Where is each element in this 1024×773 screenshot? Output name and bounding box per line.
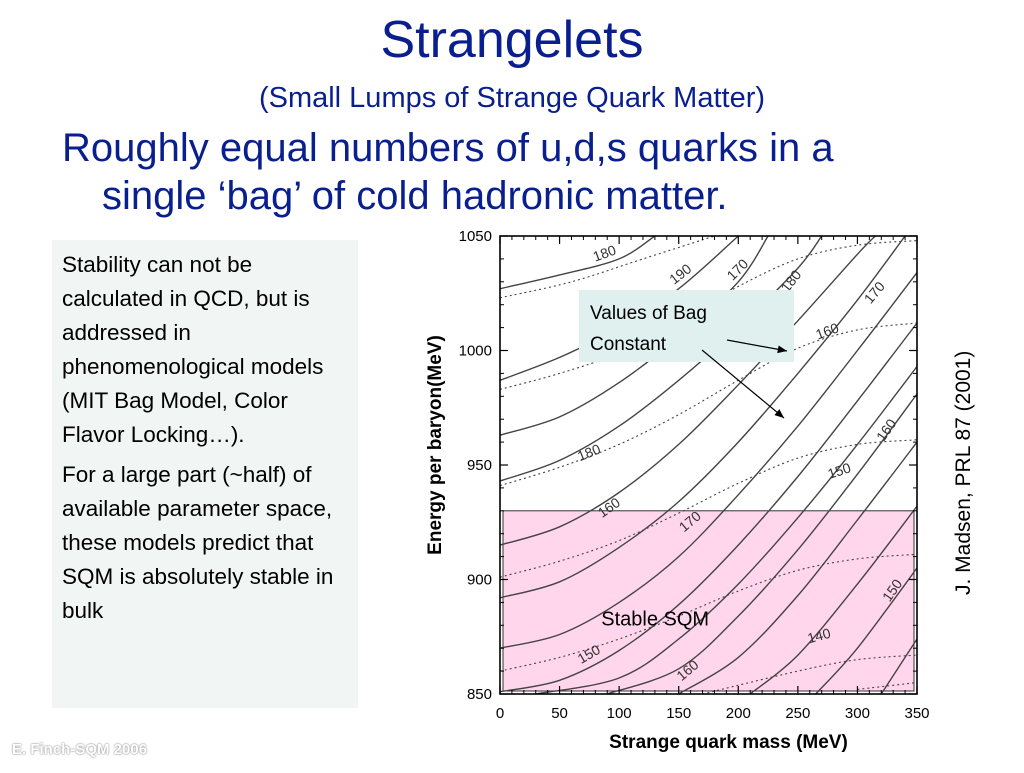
x-tick-label-150: 150 (666, 705, 691, 722)
contour-label-5: 160 (813, 319, 841, 342)
x-tick-label-0: 0 (496, 705, 504, 722)
bag-constant-curves (500, 236, 917, 694)
contour-label-12: 140 (806, 625, 833, 647)
x-tick-label-200: 200 (726, 705, 751, 722)
headline-line-1: Roughly equal numbers of u,d,s quarks in… (62, 126, 834, 170)
stable-sqm-region (502, 510, 915, 692)
footer-credit: E. Finch-SQM 2006 (12, 741, 148, 758)
axis-ticks: 0 50 100 150 200 250 300 350 850 900 950 1000 1050 (459, 228, 930, 722)
explanation-box: Stability can not be calculated in QCD, … (52, 240, 358, 708)
contour-label-2: 170 (723, 255, 751, 283)
dotted-curve-6 (500, 322, 917, 487)
citation: J. Madsen, PRL 87 (2001) (952, 350, 975, 595)
solid-curve-17 (749, 505, 917, 694)
x-tick-label-350: 350 (904, 705, 929, 722)
solid-curve-20 (880, 638, 917, 694)
dotted-curve-9 (500, 439, 917, 578)
headline-line-2: single ‘bag’ of cold hadronic matter. (102, 174, 728, 218)
annotation-arrow-2-head (774, 409, 784, 418)
contour-label-10: 150 (826, 459, 853, 482)
y-tick-label-1000: 1000 (459, 343, 492, 360)
explanation-paragraph-2: For a large part (~half) of available pa… (62, 462, 334, 623)
solid-curve-0 (500, 236, 656, 290)
x-tick-label-300: 300 (845, 705, 870, 722)
dotted-curve-1 (500, 236, 715, 299)
contour-label-0: 180 (591, 242, 619, 265)
y-tick-label-850: 850 (467, 686, 492, 703)
solid-curve-7 (500, 236, 876, 546)
explanation-paragraph-1: Stability can not be calculated in QCD, … (62, 252, 324, 447)
bag-constant-annotation-box (579, 290, 794, 362)
solid-curve-14 (606, 393, 917, 694)
contour-label-4: 170 (861, 278, 888, 306)
solid-curve-5 (500, 236, 823, 482)
annotation-arrow-2-line (701, 349, 785, 419)
contour-label-6: 180 (575, 440, 603, 464)
solid-curve-13 (535, 366, 917, 694)
x-tick-label-250: 250 (785, 705, 810, 722)
x-axis-label: Strange quark mass (MeV) (609, 732, 848, 753)
headline: Roughly equal numbers of u,d,s quarks in… (62, 124, 1002, 220)
annotation-arrow-1-head (777, 345, 787, 354)
annotation-arrows (701, 339, 788, 419)
solid-curve-10 (500, 272, 917, 649)
solid-curve-11 (500, 322, 917, 693)
bag-constant-annotation-line-2: Constant (590, 334, 667, 355)
y-tick-label-950: 950 (467, 457, 492, 474)
y-tick-label-1050: 1050 (459, 228, 492, 245)
slide-subtitle: (Small Lumps of Strange Quark Matter) (258, 82, 766, 114)
solid-curve-8 (500, 236, 906, 599)
y-axis-label: Energy per baryon(MeV) (425, 335, 446, 555)
x-tick-label-50: 50 (551, 705, 568, 722)
solid-curve-16 (678, 441, 917, 694)
stable-sqm-label: Stable SQM (601, 608, 709, 630)
slide-title: Strangelets (380, 11, 644, 69)
x-tick-label-100: 100 (607, 705, 632, 722)
contour-label-1: 190 (666, 260, 694, 287)
bag-constant-annotation-line-1: Values of Bag (590, 303, 707, 324)
annotation-arrow-1-line (726, 339, 788, 352)
solid-curve-19 (815, 567, 917, 694)
y-tick-label-900: 900 (467, 572, 492, 589)
